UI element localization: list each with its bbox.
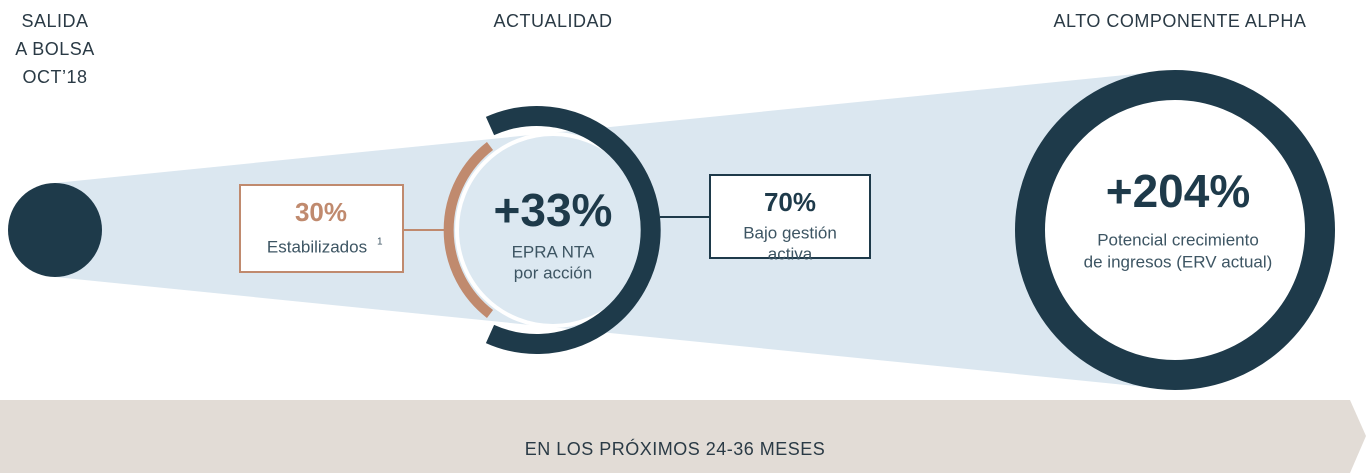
current-value: +33% [494, 184, 613, 236]
managed-value: 70% [764, 187, 816, 217]
stabilized-box [239, 184, 404, 273]
footnote: 1 [377, 237, 383, 248]
future-value: +204% [1106, 165, 1251, 217]
current-label: ACTUALIDAD [493, 11, 612, 31]
current-text: por acción [514, 263, 592, 282]
ring-stabilized [443, 142, 494, 318]
future-label: ALTO COMPONENTE ALPHA [1054, 11, 1307, 31]
start-label: OCT’18 [22, 67, 87, 87]
timeline-text: EN LOS PRÓXIMOS 24-36 MESES [525, 438, 826, 459]
ring-managed [485, 106, 661, 354]
managed-text: Bajo gestión [743, 223, 837, 242]
start-label: A BOLSA [15, 39, 95, 59]
future-text: de ingresos (ERV actual) [1084, 252, 1273, 271]
timeline-bar [0, 400, 1366, 473]
start-dot [8, 183, 102, 277]
stabilized-value: 30% [295, 197, 347, 227]
stabilized-text: Estabilizados [267, 237, 367, 256]
future-ring [1015, 70, 1335, 390]
managed-box [709, 174, 871, 259]
managed-text: activa [768, 244, 813, 263]
future-text: Potencial crecimiento [1097, 230, 1259, 249]
current-text: EPRA NTA [512, 242, 595, 261]
start-label: SALIDA [21, 11, 88, 31]
